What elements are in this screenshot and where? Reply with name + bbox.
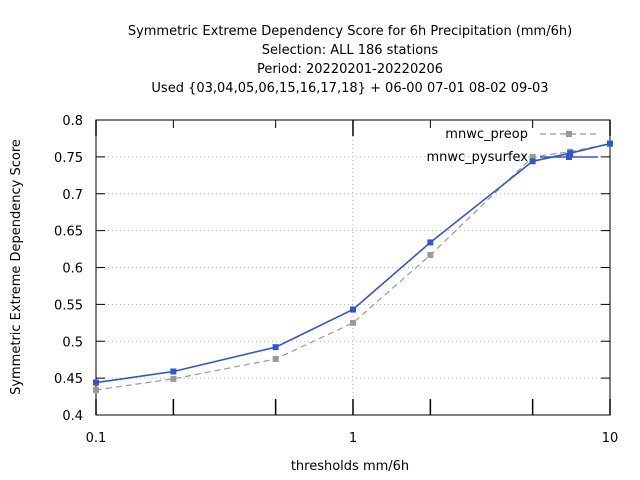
y-tick-label-0: 0.4 <box>62 409 83 424</box>
data-point-mnwc_preop-0 <box>93 386 99 393</box>
data-point-mnwc_pysurfex-2 <box>272 344 279 351</box>
legend-label-mnwc_pysurfex: mnwc_pysurfex <box>426 150 528 165</box>
series-line-mnwc_preop <box>95 143 611 391</box>
data-point-mnwc_preop-1 <box>170 375 177 382</box>
x-tick-label-1: 1 <box>349 431 357 446</box>
legend: mnwc_preop mnwc_pysurfex <box>426 127 598 165</box>
chart-title: Symmetric Extreme Dependency Score for 6… <box>128 24 572 96</box>
title-line-2: Period: 20220201-20220206 <box>257 62 443 77</box>
axes: 0.4 0.45 0.5 0.55 0.6 0.65 0.7 0.75 0.8 0.1 1 10 <box>54 114 618 446</box>
series-line-mnwc_pysurfex <box>95 142 611 384</box>
grid <box>96 120 610 415</box>
series <box>93 140 613 393</box>
x-tick-label-0: 0.1 <box>86 431 107 446</box>
data-point-mnwc_preop-4 <box>427 251 434 258</box>
x-axis-label: thresholds mm/6h <box>291 459 409 474</box>
y-tick-label-4: 0.6 <box>62 262 83 277</box>
legend-marker-mnwc_pysurfex <box>566 154 572 160</box>
data-point-mnwc_preop-2 <box>272 355 279 362</box>
data-point-mnwc_pysurfex-3 <box>350 306 356 313</box>
title-line-1: Selection: ALL 186 stations <box>262 43 439 58</box>
data-point-mnwc_preop-5 <box>529 153 536 160</box>
y-tick-label-6: 0.7 <box>62 188 83 203</box>
data-point-mnwc_pysurfex-5 <box>529 158 536 165</box>
y-tick-label-8: 0.8 <box>62 114 83 129</box>
data-point-mnwc_pysurfex-4 <box>427 239 434 246</box>
legend-label-mnwc_preop: mnwc_preop <box>445 127 528 142</box>
data-point-mnwc_pysurfex-0 <box>93 379 99 386</box>
data-point-mnwc_pysurfex-6 <box>567 150 574 157</box>
data-point-mnwc_pysurfex-7 <box>607 140 613 147</box>
y-tick-label-2: 0.5 <box>62 335 83 350</box>
title-line-0: Symmetric Extreme Dependency Score for 6… <box>128 24 572 39</box>
data-point-mnwc_pysurfex-1 <box>170 368 177 375</box>
y-axis-label: Symmetric Extreme Dependency Score <box>9 139 24 395</box>
y-tick-label-5: 0.65 <box>54 225 83 240</box>
y-tick-label-7: 0.75 <box>54 151 83 166</box>
legend-marker-mnwc_preop <box>566 131 572 137</box>
title-line-3: Used {03,04,05,06,15,16,17,18} + 06-00 0… <box>151 81 548 96</box>
y-tick-label-1: 0.45 <box>54 372 83 387</box>
y-tick-label-3: 0.55 <box>54 298 83 313</box>
data-point-mnwc_preop-3 <box>350 319 356 326</box>
x-tick-label-2: 10 <box>602 431 619 446</box>
